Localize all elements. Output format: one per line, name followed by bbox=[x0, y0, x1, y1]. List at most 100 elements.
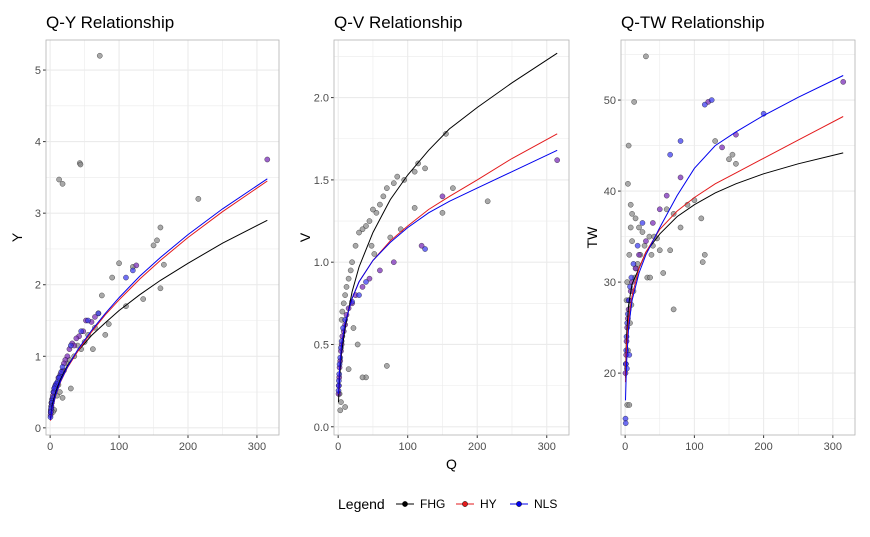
fhg-point bbox=[371, 251, 378, 257]
fhg-point bbox=[729, 151, 736, 158]
x-tick-label: 300 bbox=[824, 441, 842, 453]
fhg-point bbox=[109, 274, 116, 281]
y-tick-label: 40 bbox=[604, 186, 616, 198]
fhg-point bbox=[342, 404, 348, 410]
fhg-point bbox=[195, 196, 202, 202]
fhg-point bbox=[96, 52, 103, 59]
overlap-point bbox=[554, 157, 561, 163]
legend-label-hy: HY bbox=[480, 497, 497, 511]
overlap-point bbox=[649, 220, 656, 226]
fhg-point bbox=[345, 366, 352, 373]
x-tick-label: 0 bbox=[47, 441, 53, 453]
data-layer bbox=[335, 52, 561, 414]
fhg-point bbox=[368, 242, 375, 249]
nls-point bbox=[356, 292, 362, 298]
x-tick-label: 200 bbox=[754, 441, 772, 453]
nls-point bbox=[85, 317, 91, 324]
fhg-point bbox=[342, 292, 348, 298]
fhg-point bbox=[701, 251, 708, 258]
overlap-point bbox=[719, 144, 725, 151]
fhg-point bbox=[157, 285, 164, 292]
y-axis-label: TW bbox=[584, 226, 600, 249]
fhg-point bbox=[643, 53, 649, 60]
y-tick-label: 5 bbox=[35, 65, 41, 77]
x-tick-label: 0 bbox=[622, 441, 628, 453]
x-tick-label: 300 bbox=[538, 441, 556, 453]
fhg-point bbox=[667, 247, 674, 254]
fhg-point bbox=[639, 229, 646, 235]
fhg-point bbox=[356, 229, 362, 236]
overlap-point bbox=[390, 259, 397, 266]
fhg-point bbox=[140, 296, 147, 302]
y-tick-label: 2 bbox=[35, 280, 41, 292]
y-tick-label: 0.0 bbox=[314, 422, 329, 434]
fhg-point bbox=[698, 215, 705, 222]
fhg-point bbox=[363, 223, 369, 229]
fhg-point bbox=[439, 209, 446, 216]
fhg-point bbox=[627, 224, 634, 231]
fhg-point bbox=[670, 210, 677, 217]
y-axis-label: Y bbox=[9, 232, 25, 242]
fhg-point bbox=[340, 300, 347, 307]
y-tick-label: 0 bbox=[35, 423, 41, 435]
fhg-point bbox=[624, 279, 631, 285]
fhg-point bbox=[370, 206, 376, 213]
legend-key-hy bbox=[456, 501, 474, 507]
fhg-point bbox=[411, 168, 418, 175]
nls-line bbox=[50, 178, 268, 421]
panel-qy: 0 100 200 300 0 1 2 3 4 5 Q-Y Relationship Y bbox=[9, 13, 280, 453]
fhg-point bbox=[484, 198, 491, 205]
overlap-point bbox=[92, 314, 98, 320]
fhg-point bbox=[390, 180, 397, 187]
fhg-point bbox=[161, 261, 167, 268]
fhg-point bbox=[647, 274, 653, 281]
legend-title: Legend bbox=[338, 496, 385, 512]
nls-point bbox=[677, 138, 684, 144]
fhg-point bbox=[646, 233, 653, 240]
fhg-point bbox=[59, 394, 66, 401]
fhg-point bbox=[629, 238, 635, 244]
fhg-point bbox=[397, 226, 404, 233]
x-tick-label: 100 bbox=[685, 441, 703, 453]
y-axis-label: V bbox=[297, 232, 313, 242]
fhg-point bbox=[632, 215, 639, 222]
nls-point bbox=[67, 342, 74, 349]
fhg-point bbox=[626, 251, 633, 258]
fhg-point bbox=[656, 247, 663, 254]
nls-point bbox=[630, 261, 637, 267]
y-tick-label: 1.0 bbox=[314, 257, 329, 269]
fhg-point bbox=[98, 292, 105, 299]
fhg-point bbox=[411, 205, 418, 211]
nls-point bbox=[59, 364, 66, 370]
overlap-point bbox=[636, 251, 642, 258]
fhg-point bbox=[629, 210, 635, 217]
x-tick-label: 200 bbox=[468, 441, 486, 453]
fhg-point bbox=[380, 193, 387, 200]
nls-point bbox=[622, 420, 629, 427]
nls-point bbox=[363, 279, 369, 285]
fhg-point bbox=[352, 242, 359, 249]
overlap-point bbox=[840, 79, 847, 85]
fhg-point bbox=[354, 341, 361, 348]
fhg-line bbox=[338, 52, 558, 403]
legend-label-nls: NLS bbox=[534, 497, 557, 511]
fhg-point bbox=[636, 224, 642, 231]
fhg-point bbox=[339, 308, 346, 315]
fhg-point bbox=[67, 385, 74, 392]
data-layer bbox=[47, 52, 271, 421]
fhg-point bbox=[670, 306, 677, 313]
nls-point bbox=[667, 151, 674, 158]
fhg-point bbox=[338, 399, 344, 405]
fhg-point bbox=[366, 218, 373, 224]
fhg-point bbox=[345, 275, 352, 282]
fhg-point bbox=[349, 259, 355, 266]
legend-key-nls bbox=[510, 501, 528, 507]
fhg-point bbox=[373, 209, 380, 216]
x-tick-label: 100 bbox=[399, 441, 417, 453]
legend-label-fhg: FHG bbox=[420, 497, 445, 511]
fhg-line bbox=[50, 219, 268, 419]
legend-marker bbox=[402, 501, 408, 507]
fhg-point bbox=[59, 180, 66, 187]
fhg-point bbox=[154, 237, 160, 244]
